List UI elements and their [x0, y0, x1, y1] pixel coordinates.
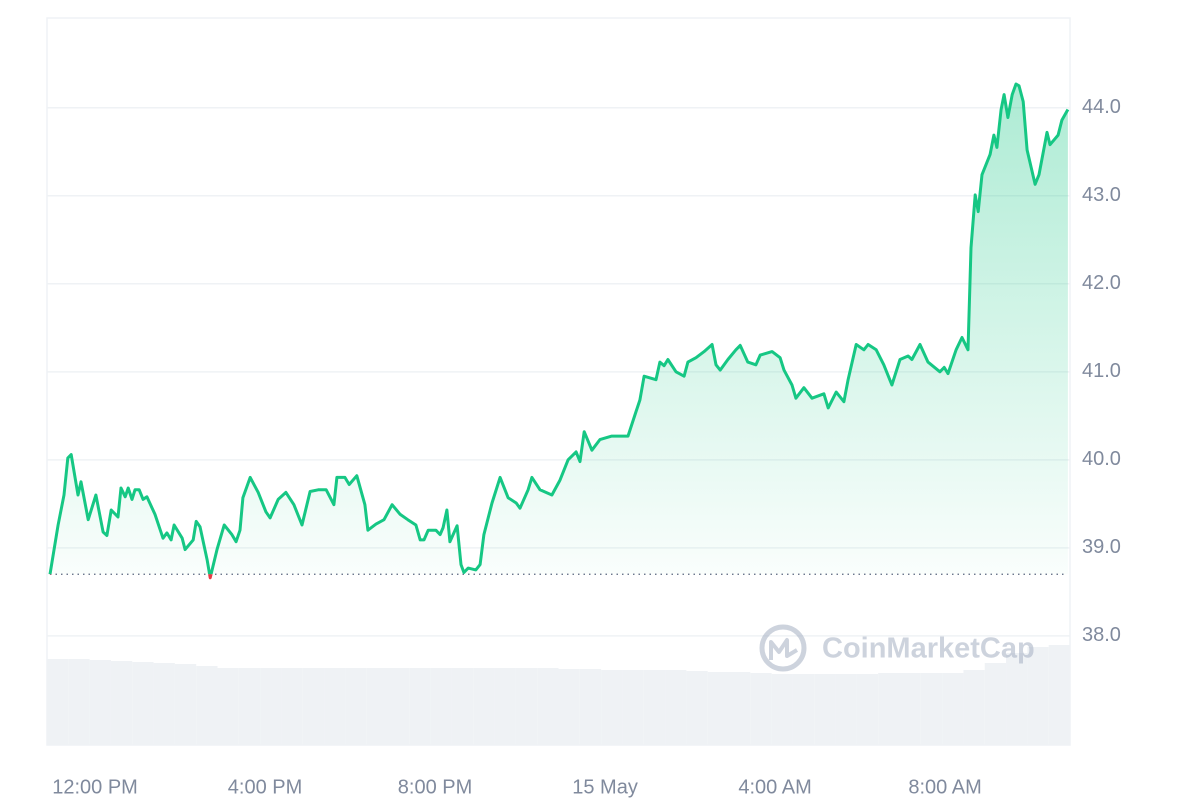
- volume-bar: [558, 669, 580, 745]
- volume-bar: [942, 673, 964, 745]
- volume-bar: [984, 663, 1007, 745]
- volume-bar: [707, 672, 729, 745]
- x-tick-label: 12:00 PM: [52, 776, 138, 798]
- y-tick-label: 43.0: [1082, 184, 1121, 206]
- volume-bar: [110, 661, 133, 745]
- volume-bar: [1027, 647, 1049, 745]
- volume-bar: [622, 670, 644, 745]
- volume-bar: [132, 662, 154, 745]
- volume-bar: [473, 668, 495, 745]
- volume-bar: [89, 660, 111, 745]
- volume-bar: [174, 664, 197, 745]
- volume-bars: [47, 645, 1070, 745]
- x-tick-label: 8:00 PM: [398, 776, 472, 798]
- volume-bar: [835, 674, 857, 745]
- axes: 38.0 39.0 40.0 41.0 42.0 43.0 44.0 12:00 PM 4:00…: [52, 96, 1121, 798]
- volume-bar: [856, 674, 879, 745]
- volume-bar: [1048, 645, 1070, 745]
- price-line: [48, 82, 1070, 575]
- x-tick-label: 8:00 AM: [908, 776, 981, 798]
- plot: [48, 82, 1070, 580]
- volume-bar: [196, 666, 218, 745]
- y-tick-label: 40.0: [1082, 448, 1121, 470]
- volume-bar: [153, 663, 175, 745]
- volume-bar: [217, 668, 239, 745]
- volume-bar: [302, 668, 325, 745]
- volume-bar: [68, 659, 90, 745]
- y-tick-label: 44.0: [1082, 96, 1121, 118]
- volume-bar: [238, 668, 261, 745]
- volume-bar: [451, 668, 474, 745]
- watermark-logo: [759, 624, 807, 672]
- volume-bar: [729, 672, 751, 745]
- volume-bar: [878, 673, 900, 745]
- volume-bar: [665, 670, 687, 745]
- volume-bar: [1006, 653, 1028, 745]
- y-tick-label: 39.0: [1082, 536, 1121, 558]
- y-tick-label: 42.0: [1082, 272, 1121, 294]
- watermark-text: CoinMarketCap: [822, 633, 1035, 665]
- volume-bar: [899, 673, 921, 745]
- x-tick-label: 4:00 PM: [228, 776, 302, 798]
- volume-bar: [345, 668, 367, 745]
- volume-bar: [260, 668, 282, 745]
- volume-bar: [963, 670, 985, 745]
- volume-bar: [409, 668, 431, 745]
- watermark-logo-mark: [769, 638, 799, 660]
- volume-bar: [281, 668, 303, 745]
- volume-bar: [579, 669, 602, 745]
- volume-bar: [686, 671, 708, 745]
- volume-bar: [47, 659, 69, 745]
- volume-bar: [814, 674, 836, 745]
- volume-bar: [537, 668, 559, 745]
- x-tick-label: 15 May: [572, 776, 638, 798]
- volume-bar: [324, 668, 346, 745]
- volume-bar: [601, 670, 623, 745]
- volume-bar: [792, 674, 815, 745]
- volume-bar: [920, 673, 943, 745]
- volume-bar: [643, 670, 666, 745]
- volume-bar: [515, 668, 538, 745]
- watermark: CoinMarketCap: [759, 624, 1035, 672]
- volume-bar: [750, 673, 772, 745]
- volume-bar: [366, 668, 388, 745]
- volume-bar: [771, 674, 793, 745]
- volume-bar: [430, 668, 452, 745]
- volume-bar: [388, 668, 410, 745]
- x-tick-label: 4:00 AM: [738, 776, 811, 798]
- price-area: [50, 84, 1068, 575]
- y-tick-label: 38.0: [1082, 624, 1121, 646]
- y-tick-label: 41.0: [1082, 360, 1121, 382]
- volume-bar: [494, 668, 516, 745]
